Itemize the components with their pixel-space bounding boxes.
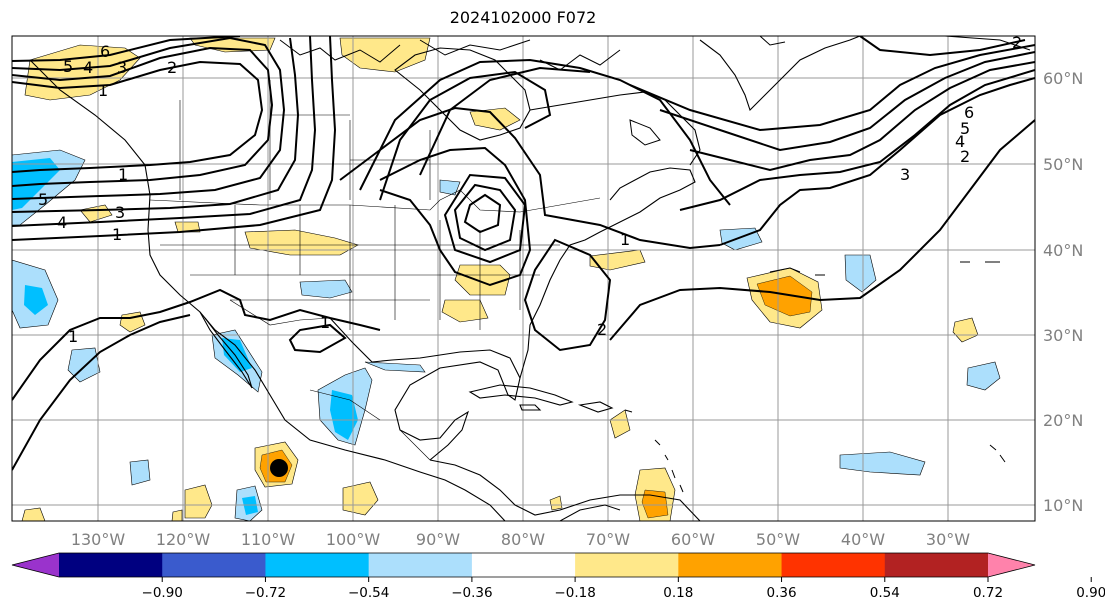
colorbar-tick-label: 0.90 xyxy=(1076,585,1105,601)
colorbar-outline xyxy=(11,552,1036,578)
colorbar-segment xyxy=(368,553,473,577)
map-title: 2024102000 F072 xyxy=(449,8,597,27)
contour-lines xyxy=(12,36,1035,471)
lat-tick-label: 50°N xyxy=(1043,155,1083,174)
strong-negative-area xyxy=(222,338,252,372)
contour-label: 1 xyxy=(98,81,108,100)
colorbar-tick-label: 0.36 xyxy=(767,585,797,601)
map-frame xyxy=(11,35,1036,522)
lon-tick-label: 120°W xyxy=(156,530,211,549)
colorbar-segment xyxy=(162,553,266,577)
lat-tick-label: 20°N xyxy=(1043,411,1083,430)
positive-area xyxy=(952,317,979,343)
negative-area xyxy=(839,451,926,476)
colorbar-tick-label: 0.72 xyxy=(973,585,1003,601)
colorbar-segment xyxy=(471,553,576,577)
lon-tick-label: 70°W xyxy=(586,530,630,549)
political-borders xyxy=(149,80,601,461)
contour-label: 4 xyxy=(57,213,67,232)
negative-area xyxy=(966,361,1001,391)
colorbar-tick-label: 0.18 xyxy=(663,585,693,601)
positive-area xyxy=(174,221,201,233)
gridlines xyxy=(12,36,1035,521)
positive-area xyxy=(244,229,359,256)
strong-positive-area xyxy=(756,275,813,317)
contour-label: 4 xyxy=(83,58,93,77)
storm-center-dot xyxy=(270,459,288,477)
colorbar-tick-label: −0.36 xyxy=(451,585,492,601)
colorbar-segment xyxy=(678,553,783,577)
positive-area xyxy=(609,409,631,439)
longitude-ticks: 130°W 120°W 110°W 100°W 90°W 80°W 70°W 6… xyxy=(71,530,970,549)
lon-tick-label: 100°W xyxy=(326,530,381,549)
colorbar-tick-label: −0.18 xyxy=(554,585,595,601)
colorbar-extend-left xyxy=(12,553,59,577)
contour-label: 1 xyxy=(320,313,330,332)
positive-area xyxy=(441,299,489,323)
colorbar-segment xyxy=(884,553,989,577)
negative-area xyxy=(364,361,426,373)
contour-label: 2 xyxy=(597,320,607,339)
lon-tick-label: 40°W xyxy=(841,530,885,549)
colorbar-tick-label: 0.54 xyxy=(870,585,900,601)
colorbar-tick-label: −0.90 xyxy=(142,585,183,601)
contour-label: 2 xyxy=(1012,33,1022,52)
colorbar: −0.90 −0.72 −0.54 −0.36 −0.18 0.18 0.36 0.54 0.7… xyxy=(11,552,1105,601)
lat-tick-label: 10°N xyxy=(1043,496,1083,515)
positive-area xyxy=(171,509,183,521)
lon-tick-label: 30°W xyxy=(926,530,970,549)
negative-area xyxy=(299,279,353,299)
contour-label: 2 xyxy=(960,147,970,166)
contour-labels: 6 5 4 3 2 1 1 1 2 1 1 2 3 4 5 6 2 5 4 3 … xyxy=(38,33,1022,346)
negative-area xyxy=(129,459,151,486)
contour-label: 5 xyxy=(38,190,48,209)
colorbar-segment xyxy=(59,553,163,577)
lat-tick-label: 60°N xyxy=(1043,69,1083,88)
positive-area xyxy=(21,507,46,521)
positive-area xyxy=(589,249,646,271)
lon-tick-label: 60°W xyxy=(671,530,715,549)
contour-label: 4 xyxy=(955,132,965,151)
lon-tick-label: 50°W xyxy=(756,530,800,549)
latitude-ticks: 60°N 50°N 40°N 30°N 20°N 10°N xyxy=(1043,69,1083,515)
contour-label: 1 xyxy=(620,230,630,249)
contour-label: 3 xyxy=(117,58,127,77)
lon-tick-label: 110°W xyxy=(241,530,296,549)
contour-label: 3 xyxy=(900,165,910,184)
colorbar-tick-label: −0.54 xyxy=(348,585,389,601)
contour-label: 1 xyxy=(68,327,78,346)
positive-area xyxy=(184,484,213,519)
colorbar-segment xyxy=(781,553,886,577)
contour-label: 5 xyxy=(960,119,970,138)
lon-tick-label: 130°W xyxy=(71,530,126,549)
negative-area xyxy=(439,179,461,196)
lon-tick-label: 80°W xyxy=(501,530,545,549)
positive-area xyxy=(469,107,521,131)
colorbar-segment xyxy=(575,553,679,577)
positive-area xyxy=(79,204,113,223)
contour-label: 6 xyxy=(100,42,110,61)
colorbar-extend-right xyxy=(988,553,1035,577)
colorbar-tick-label: −0.72 xyxy=(245,585,286,601)
contour-label: 2 xyxy=(167,58,177,77)
positive-area xyxy=(549,495,563,511)
strong-negative-area xyxy=(330,390,358,440)
contour-label: 6 xyxy=(964,103,974,122)
contour-label: 5 xyxy=(63,57,73,76)
negative-area xyxy=(844,254,877,293)
lat-tick-label: 40°N xyxy=(1043,241,1083,260)
positive-area xyxy=(339,37,431,73)
positive-area xyxy=(454,264,511,296)
coastlines xyxy=(29,36,1031,521)
contour-label: 1 xyxy=(112,225,122,244)
lat-tick-label: 30°N xyxy=(1043,326,1083,345)
strong-negative-area xyxy=(24,285,48,315)
positive-area xyxy=(342,481,379,516)
lon-tick-label: 90°W xyxy=(416,530,460,549)
contour-label: 1 xyxy=(118,165,128,184)
colorbar-segment xyxy=(265,553,370,577)
contour-label: 3 xyxy=(115,203,125,222)
